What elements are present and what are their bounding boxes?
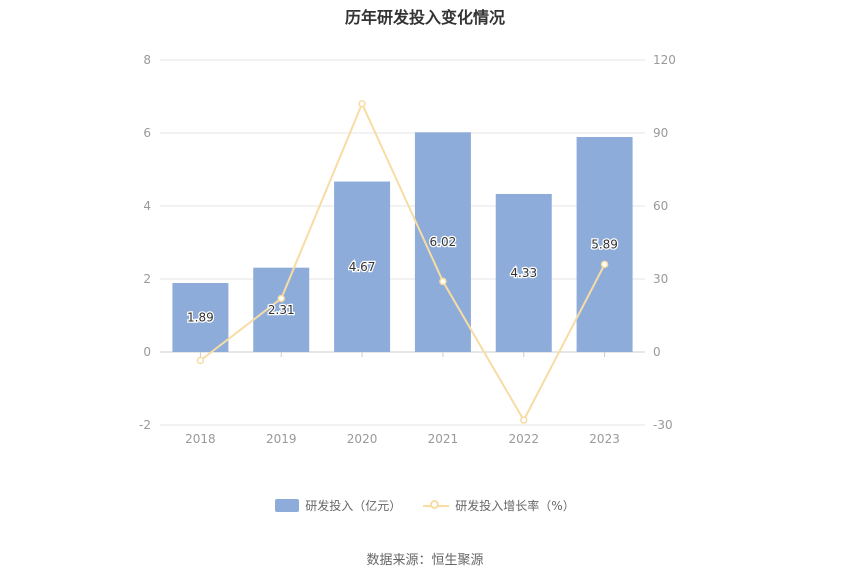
bar-series [172, 132, 633, 352]
y-right-tick-label: 90 [653, 126, 668, 140]
x-tick-label: 2023 [589, 432, 620, 446]
line-point [600, 260, 609, 269]
line-point [196, 356, 205, 365]
x-tick-label: 2020 [347, 432, 378, 446]
bar-data-label: 2.31 [268, 303, 295, 317]
bar-data-label: 5.89 [591, 238, 618, 252]
x-tick-label: 2018 [185, 432, 216, 446]
line-series [196, 100, 609, 424]
legend-item-line[interactable]: 研发投入增长率（%） [423, 497, 575, 514]
bar-data-label: 4.67 [349, 260, 376, 274]
bar-data-label: 6.02 [430, 235, 457, 249]
legend-line-swatch [423, 499, 450, 512]
chart-title: 历年研发投入变化情况 [344, 8, 505, 27]
y-left-tick-label: 8 [143, 53, 151, 67]
bar [495, 193, 552, 352]
y-left-tick-label: 6 [143, 126, 151, 140]
line-point [277, 294, 285, 303]
bar-data-label: 1.89 [187, 311, 214, 325]
bar [334, 181, 391, 352]
bar [253, 267, 310, 352]
data-source: 数据来源：恒生聚源 [366, 553, 484, 568]
legend-item-bar[interactable]: 研发投入（亿元） [275, 497, 401, 514]
y-right-tick-label: -30 [653, 418, 673, 432]
bar [172, 283, 229, 352]
y-left-tick-label: 0 [143, 345, 151, 359]
y-left-tick-label: 4 [143, 199, 151, 213]
legend-label-bar: 研发投入（亿元） [305, 499, 402, 513]
bar-data-label: 4.33 [510, 266, 537, 280]
line-point [358, 100, 366, 108]
y-right-tick-label: 60 [653, 199, 668, 213]
line-point [520, 416, 528, 424]
bar-data-labels: 1.89 2.31 4.67 6.02 4.33 5.89 [186, 234, 619, 326]
legend-label-line: 研发投入增长率（%） [455, 499, 575, 513]
right-axis-ticks: -30 0 30 60 90 120 [653, 53, 676, 432]
y-right-tick-label: 0 [653, 345, 661, 359]
y-left-tick-label: 2 [143, 272, 151, 286]
x-tick-label: 2022 [508, 432, 539, 446]
legend: 研发投入（亿元） 研发投入增长率（%） [0, 497, 850, 514]
x-tick-label: 2019 [266, 432, 297, 446]
gridlines [160, 59, 645, 426]
y-right-tick-label: 30 [653, 272, 668, 286]
x-tick-label: 2021 [428, 432, 459, 446]
y-right-tick-label: 120 [653, 53, 676, 67]
left-axis-ticks: -2 0 2 4 6 8 [139, 53, 151, 432]
y-left-tick-label: -2 [139, 418, 151, 432]
growth-line [199, 101, 606, 423]
legend-bar-swatch [275, 499, 300, 512]
line-point [439, 277, 447, 286]
x-axis: 2018 2019 2020 2021 2022 2023 [160, 351, 645, 446]
bar [576, 137, 633, 352]
